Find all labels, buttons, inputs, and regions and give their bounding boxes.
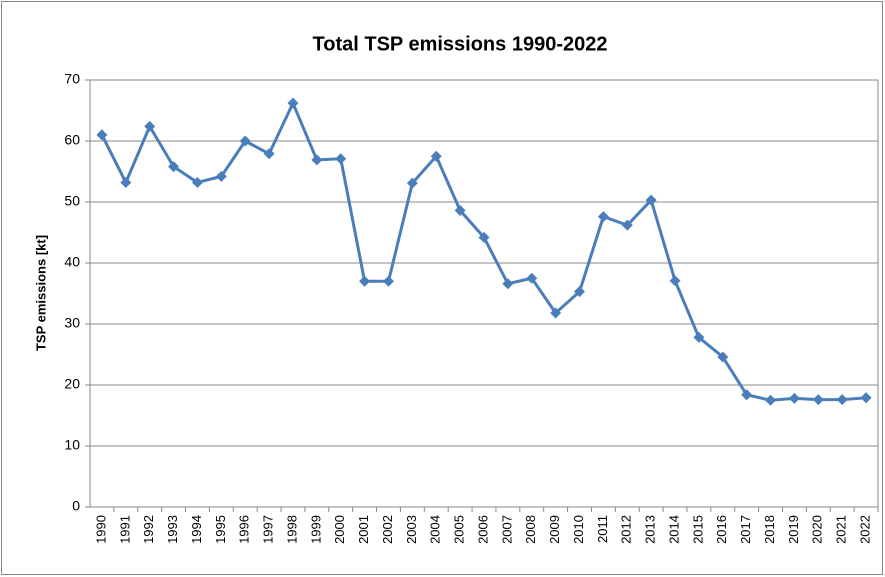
data-point <box>812 394 824 406</box>
data-point <box>335 153 347 165</box>
x-tick-label: 2007 <box>499 515 514 544</box>
x-tick-label: 2022 <box>857 515 872 544</box>
x-tick-label: 2021 <box>834 515 849 544</box>
y-tick-label: 0 <box>72 498 80 514</box>
data-point <box>526 272 538 284</box>
data-point <box>836 394 848 406</box>
plot-border <box>89 79 879 508</box>
y-axis-label: TSP emissions [kt] <box>33 235 48 351</box>
x-tick-label: 2009 <box>547 515 562 544</box>
data-point <box>359 275 371 287</box>
x-tick-label: 2004 <box>428 515 443 544</box>
data-point <box>765 394 777 406</box>
data-point <box>645 194 657 206</box>
x-tick-label: 2013 <box>643 515 658 544</box>
y-tick-label: 60 <box>64 132 80 148</box>
data-point <box>574 286 586 298</box>
x-tick-label: 2018 <box>762 515 777 544</box>
x-tick-label: 2020 <box>810 515 825 544</box>
data-point <box>263 148 275 160</box>
x-tick-label: 1998 <box>284 515 299 544</box>
data-point <box>96 129 108 141</box>
data-point <box>430 150 442 162</box>
y-tick-label: 50 <box>64 193 80 209</box>
data-point <box>597 211 609 223</box>
data-point <box>454 205 466 217</box>
y-tick-label: 30 <box>64 315 80 331</box>
chart-title: Total TSP emissions 1990-2022 <box>313 33 608 55</box>
data-point <box>144 120 156 132</box>
x-tick-label: 2001 <box>356 515 371 544</box>
data-point <box>621 219 633 231</box>
x-tick-label: 2008 <box>523 515 538 544</box>
x-tick-label: 1991 <box>117 515 132 544</box>
data-point <box>860 392 872 404</box>
x-tick-label: 2017 <box>738 515 753 544</box>
x-tick-label: 2002 <box>380 515 395 544</box>
x-tick-label: 2005 <box>452 515 467 544</box>
data-point <box>191 176 203 188</box>
x-tick-label: 1997 <box>261 515 276 544</box>
data-point <box>382 275 394 287</box>
x-tick-label: 2006 <box>475 515 490 544</box>
x-tick-label: 1993 <box>165 515 180 544</box>
x-tick-label: 2019 <box>786 515 801 544</box>
data-point <box>669 275 681 287</box>
data-point <box>717 351 729 363</box>
data-point <box>287 97 299 109</box>
x-tick-label: 1994 <box>189 515 204 544</box>
x-tick-label: 2014 <box>666 515 681 544</box>
data-point <box>215 170 227 182</box>
x-tick-label: 2011 <box>595 515 610 543</box>
data-point <box>741 389 753 401</box>
x-tick-label: 2012 <box>619 515 634 544</box>
x-tick-label: 2010 <box>571 515 586 544</box>
data-point <box>502 278 514 290</box>
x-tick-label: 2016 <box>714 515 729 544</box>
y-tick-label: 40 <box>64 254 80 270</box>
x-tick-label: 1992 <box>141 515 156 544</box>
data-point <box>550 307 562 319</box>
data-point <box>239 135 251 147</box>
y-tick-label: 20 <box>64 376 80 392</box>
x-tick-label: 1990 <box>93 515 108 544</box>
x-tick-label: 2000 <box>332 515 347 544</box>
x-tick-label: 2015 <box>690 515 705 544</box>
x-tick-label: 2003 <box>404 515 419 544</box>
y-tick-label: 70 <box>64 71 80 87</box>
x-tick-label: 1999 <box>308 515 323 544</box>
x-tick-label: 1995 <box>213 515 228 544</box>
data-point <box>693 331 705 343</box>
data-point <box>478 231 490 243</box>
data-point <box>120 176 132 188</box>
data-point <box>168 161 180 173</box>
y-tick-label: 10 <box>64 437 80 453</box>
data-point <box>788 392 800 404</box>
x-tick-label: 1996 <box>237 515 252 544</box>
data-point <box>406 177 418 189</box>
data-point <box>311 154 323 166</box>
